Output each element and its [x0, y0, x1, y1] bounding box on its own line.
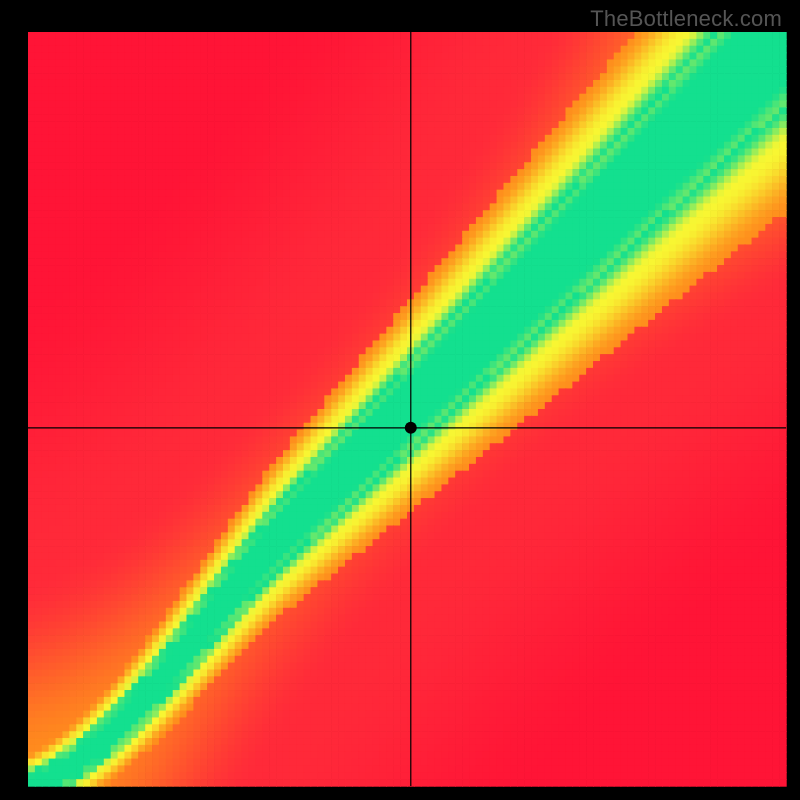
chart-container: { "watermark": "TheBottleneck.com", "can…: [0, 0, 800, 800]
watermark-text: TheBottleneck.com: [590, 6, 782, 32]
bottleneck-heatmap: [0, 0, 800, 800]
